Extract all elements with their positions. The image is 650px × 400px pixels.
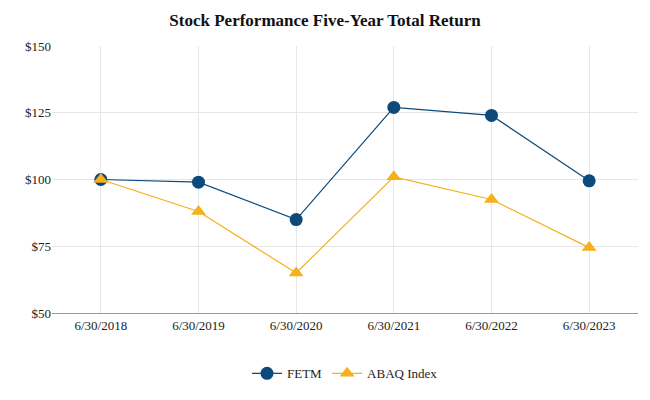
svg-text:ABAQ Index: ABAQ Index — [367, 366, 437, 381]
svg-text:6/30/2018: 6/30/2018 — [74, 318, 127, 333]
svg-text:$75: $75 — [32, 239, 52, 254]
svg-text:6/30/2019: 6/30/2019 — [172, 318, 225, 333]
svg-text:6/30/2022: 6/30/2022 — [465, 318, 518, 333]
svg-text:$125: $125 — [25, 105, 51, 120]
svg-text:FETM: FETM — [287, 366, 322, 381]
svg-text:$50: $50 — [32, 306, 52, 321]
svg-text:6/30/2021: 6/30/2021 — [367, 318, 420, 333]
svg-text:6/30/2020: 6/30/2020 — [270, 318, 323, 333]
svg-text:$150: $150 — [25, 39, 51, 54]
svg-text:Stock Performance Five-Year To: Stock Performance Five-Year Total Return — [169, 11, 481, 30]
svg-text:6/30/2023: 6/30/2023 — [563, 318, 616, 333]
svg-text:$100: $100 — [25, 172, 51, 187]
